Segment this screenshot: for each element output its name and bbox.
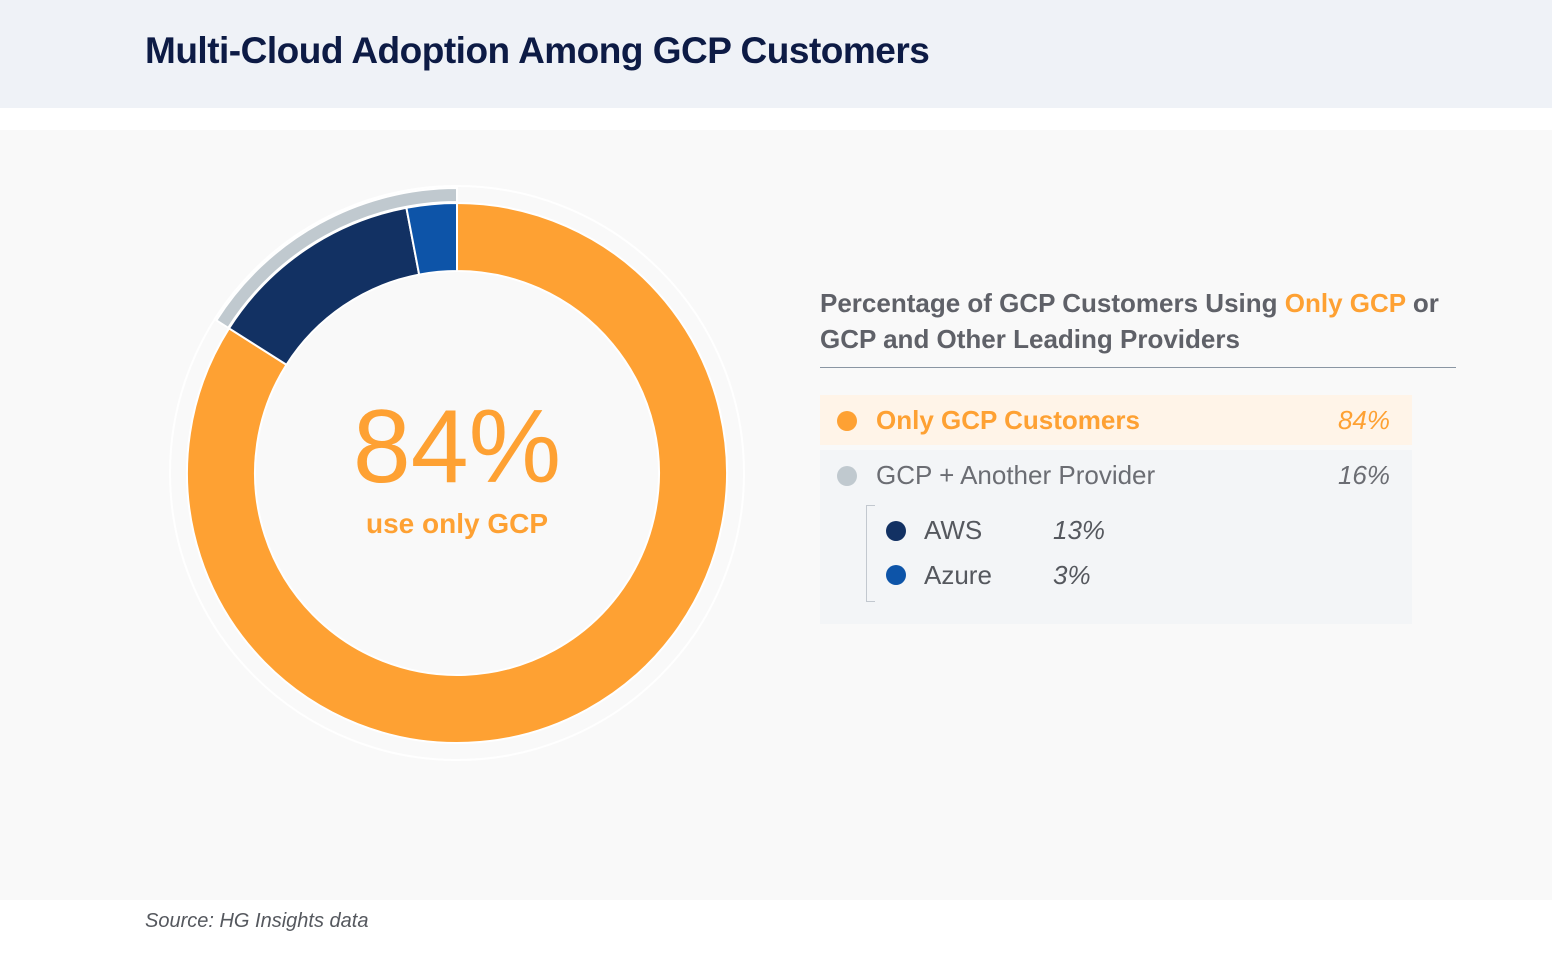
legend-value: 3%	[1053, 560, 1091, 590]
legend-dot-azure	[886, 565, 906, 585]
header-band: Multi-Cloud Adoption Among GCP Customers	[0, 0, 1552, 108]
legend-bracket	[866, 505, 875, 602]
divider	[820, 367, 1456, 368]
source-note: Source: HG Insights data	[145, 910, 369, 932]
legend-title-highlight: Only GCP	[1284, 288, 1406, 318]
outer-ring	[169, 185, 745, 761]
legend-dot-grey	[837, 466, 857, 486]
page-title: Multi-Cloud Adoption Among GCP Customers	[145, 30, 930, 71]
center-caption: use only GCP	[365, 508, 549, 539]
legend-value: 13%	[1053, 515, 1106, 545]
legend-label: GCP + Another Provider	[876, 460, 1156, 490]
legend-label: AWS	[924, 515, 983, 545]
center-value: 84%	[352, 389, 562, 505]
outer-arc-gcp-another-provider	[214, 186, 458, 330]
slice-azure	[405, 201, 458, 276]
legend-row-only-gcp: Only GCP Customers 84%	[820, 395, 1412, 445]
slice-only-gcp-customers	[186, 201, 728, 744]
legend-title: Percentage of GCP Customers Using Only G…	[820, 285, 1460, 357]
legend-value: 16%	[1337, 460, 1390, 490]
legend-label: Only GCP Customers	[876, 405, 1140, 435]
legend-dot-aws	[886, 521, 906, 541]
legend-label: Azure	[924, 560, 992, 590]
legend-title-text: Percentage of GCP Customers Using	[820, 288, 1285, 318]
legend-value: 84%	[1337, 405, 1390, 435]
legend-dot-orange	[837, 411, 857, 431]
legend-title-text-2: or GCP and Other Leading Providers	[820, 288, 1439, 354]
legend-group-other: GCP + Another Provider 16% AWS 13% Azure…	[820, 450, 1412, 624]
